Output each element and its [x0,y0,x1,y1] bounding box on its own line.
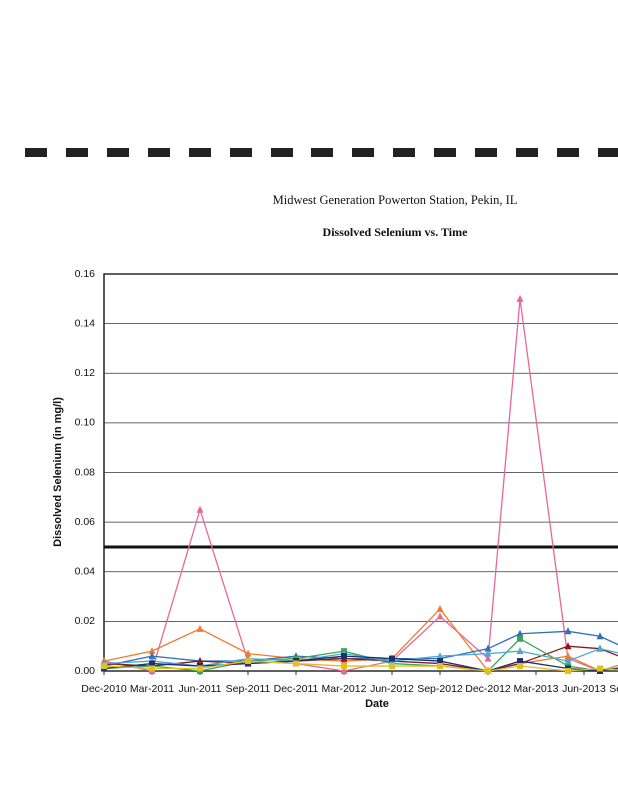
point-marker [149,660,155,667]
point-marker [293,660,299,667]
point-marker [437,658,443,665]
point-marker [389,655,395,662]
x-tick-label: Dec-2010 [81,683,127,695]
x-tick-label: Mar-2013 [514,683,559,695]
point-marker [197,665,203,672]
x-tick-label: Dec-2012 [465,683,511,695]
point-marker [101,663,107,670]
point-marker [244,649,252,657]
x-tick-label: Dec-2011 [274,683,319,695]
point-marker [565,668,571,674]
y-tick-label: 0.04 [75,566,96,578]
point-marker [516,629,524,637]
chart-title: Midwest Generation Powerton Station, Pek… [273,193,518,207]
x-tick-label: Jun-2012 [370,683,414,695]
point-marker [341,653,347,660]
point-marker [597,665,603,672]
y-tick-label: 0.06 [75,516,96,528]
x-tick-label: Sep-2012 [417,683,463,695]
point-marker [149,665,155,672]
point-marker [437,663,443,670]
y-tick-label: 0.02 [75,615,96,627]
y-tick-label: 0.12 [75,367,96,379]
point-marker [245,658,251,665]
x-tick-label: Jun-2013 [562,683,606,695]
point-marker [389,663,395,670]
x-tick-label: Jun-2011 [178,683,221,695]
point-marker [564,642,572,650]
point-marker [596,632,604,640]
x-tick-label: Sep-2011 [226,683,271,695]
point-marker [436,652,444,660]
point-marker [517,635,523,642]
point-marker [148,647,156,655]
point-marker [340,667,348,674]
point-marker [485,668,491,674]
series-line [103,298,618,672]
y-axis-label: Dissolved Selenium (in mg/l) [52,397,64,547]
point-marker [484,654,492,662]
point-marker [596,644,604,652]
y-tick-label: 0.00 [75,665,96,677]
x-axis-label: Date [365,698,389,710]
point-marker [484,644,492,652]
chart-subtitle: Dissolved Selenium vs. Time [323,225,469,239]
point-marker [196,657,204,665]
point-marker [516,647,524,655]
x-tick-label: Sep-2013 [609,683,618,695]
y-tick-label: 0.14 [75,317,96,329]
point-marker [564,627,572,635]
point-marker [516,294,524,302]
series-line [103,607,618,672]
y-tick-label: 0.08 [75,466,96,478]
point-marker [436,604,444,612]
point-marker [196,505,204,513]
point-marker [517,663,523,670]
point-marker [436,612,444,620]
point-marker [564,652,572,660]
point-marker [341,663,347,670]
y-tick-label: 0.10 [75,417,96,429]
point-marker [517,658,523,665]
point-marker [148,652,156,660]
point-marker [564,657,572,665]
scan-border [25,148,618,157]
x-tick-label: Mar-2012 [322,683,367,695]
x-tick-label: Mar-2011 [130,683,174,695]
point-marker [484,649,492,657]
y-tick-label: 0.16 [75,268,96,280]
point-marker [196,624,204,632]
